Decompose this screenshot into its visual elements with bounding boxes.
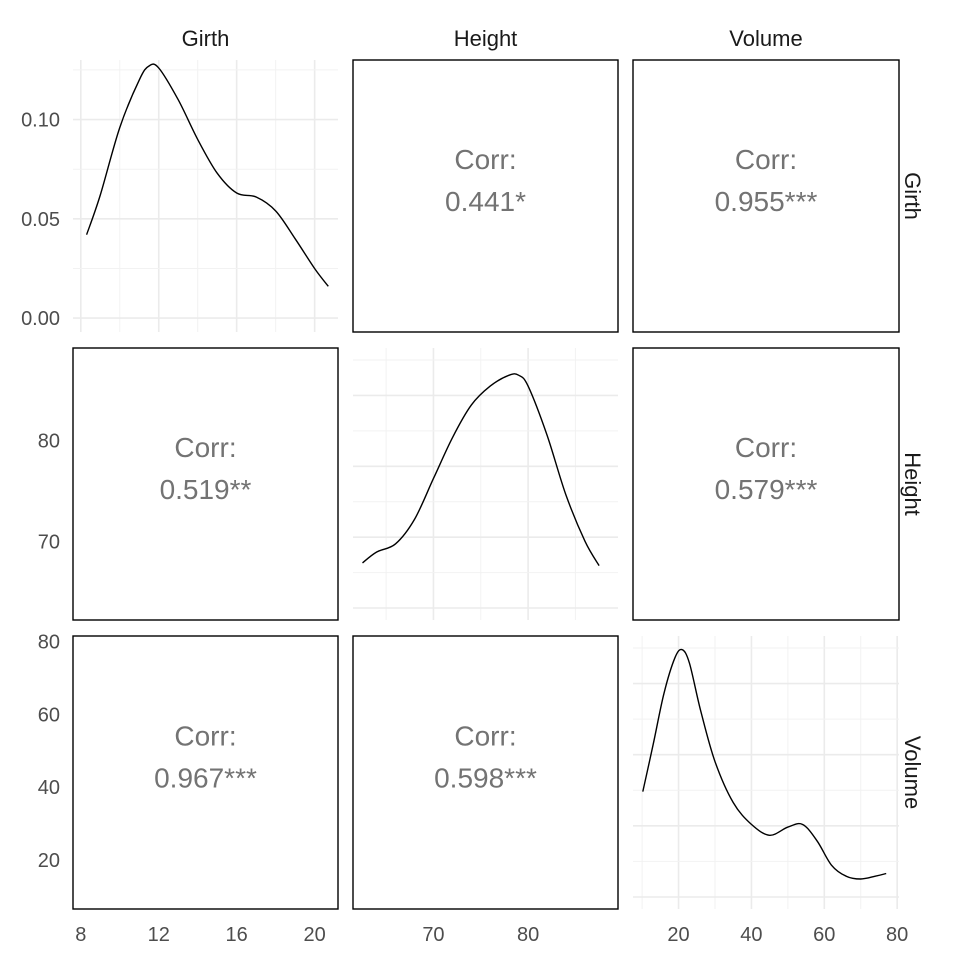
corr-label: Corr: [454, 721, 516, 752]
strip-label-top-volume: Volume [729, 26, 802, 51]
corr-label: Corr: [735, 432, 797, 463]
density-curve-volume [642, 648, 887, 880]
x-tick-label: 80 [517, 924, 539, 946]
density-curve-girth [85, 63, 329, 287]
corr-label: Corr: [174, 432, 236, 463]
strip-label-right-volume: Volume [900, 736, 925, 809]
corr-panel-r1-c2: Corr: 0.579*** [632, 347, 900, 621]
corr-panel-r1-c0: Corr: 0.519** [72, 347, 339, 621]
x-tick-label: 20 [667, 924, 689, 946]
corr-panel-r2-c1: Corr: 0.598*** [352, 635, 619, 910]
x-tick-label: 70 [422, 924, 444, 946]
corr-value: 0.967*** [154, 763, 257, 794]
y-tick-label: 40 [38, 777, 60, 799]
corr-panel-r2-c0: Corr: 0.967*** [72, 635, 339, 910]
x-tick-label: 80 [886, 924, 908, 946]
y-tick-label: 20 [38, 850, 60, 872]
corr-value: 0.598*** [434, 763, 537, 794]
corr-panel-border [632, 347, 900, 621]
x-tick-label: 8 [75, 924, 86, 946]
y-tick-label: 0.10 [21, 110, 60, 132]
strip-label-right-height: Height [900, 452, 925, 516]
x-tick-label: 20 [303, 924, 325, 946]
density-curve-height [362, 373, 600, 566]
x-tick-label: 12 [148, 924, 170, 946]
corr-panel-r0-c2: Corr: 0.955*** [632, 59, 900, 333]
density-panel-volume [633, 636, 899, 909]
corr-value: 0.579*** [715, 474, 818, 505]
y-tick-label: 60 [38, 704, 60, 726]
y-tick-label: 70 [38, 531, 60, 553]
strip-label-right-girth: Girth [900, 172, 925, 220]
density-panel-height [353, 348, 618, 620]
y-tick-label: 80 [38, 631, 60, 653]
strip-label-top-height: Height [454, 26, 518, 51]
density-panel-girth [73, 60, 338, 332]
y-tick-label: 0.00 [21, 308, 60, 330]
x-tick-label: 16 [226, 924, 248, 946]
x-tick-label: 40 [740, 924, 762, 946]
corr-panel-border [72, 635, 339, 910]
y-tick-label: 0.05 [21, 209, 60, 231]
corr-label: Corr: [735, 144, 797, 175]
corr-label: Corr: [174, 721, 236, 752]
corr-value: 0.955*** [715, 186, 818, 217]
corr-panel-r0-c1: Corr: 0.441* [352, 59, 619, 333]
corr-panel-border [632, 59, 900, 333]
corr-panel-border [352, 635, 619, 910]
corr-panel-border [72, 347, 339, 621]
x-tick-label: 60 [813, 924, 835, 946]
strip-label-top-girth: Girth [182, 26, 230, 51]
corr-panel-border [352, 59, 619, 333]
corr-value: 0.519** [160, 474, 252, 505]
y-tick-label: 80 [38, 431, 60, 453]
corr-value: 0.441* [445, 186, 526, 217]
corr-label: Corr: [454, 144, 516, 175]
